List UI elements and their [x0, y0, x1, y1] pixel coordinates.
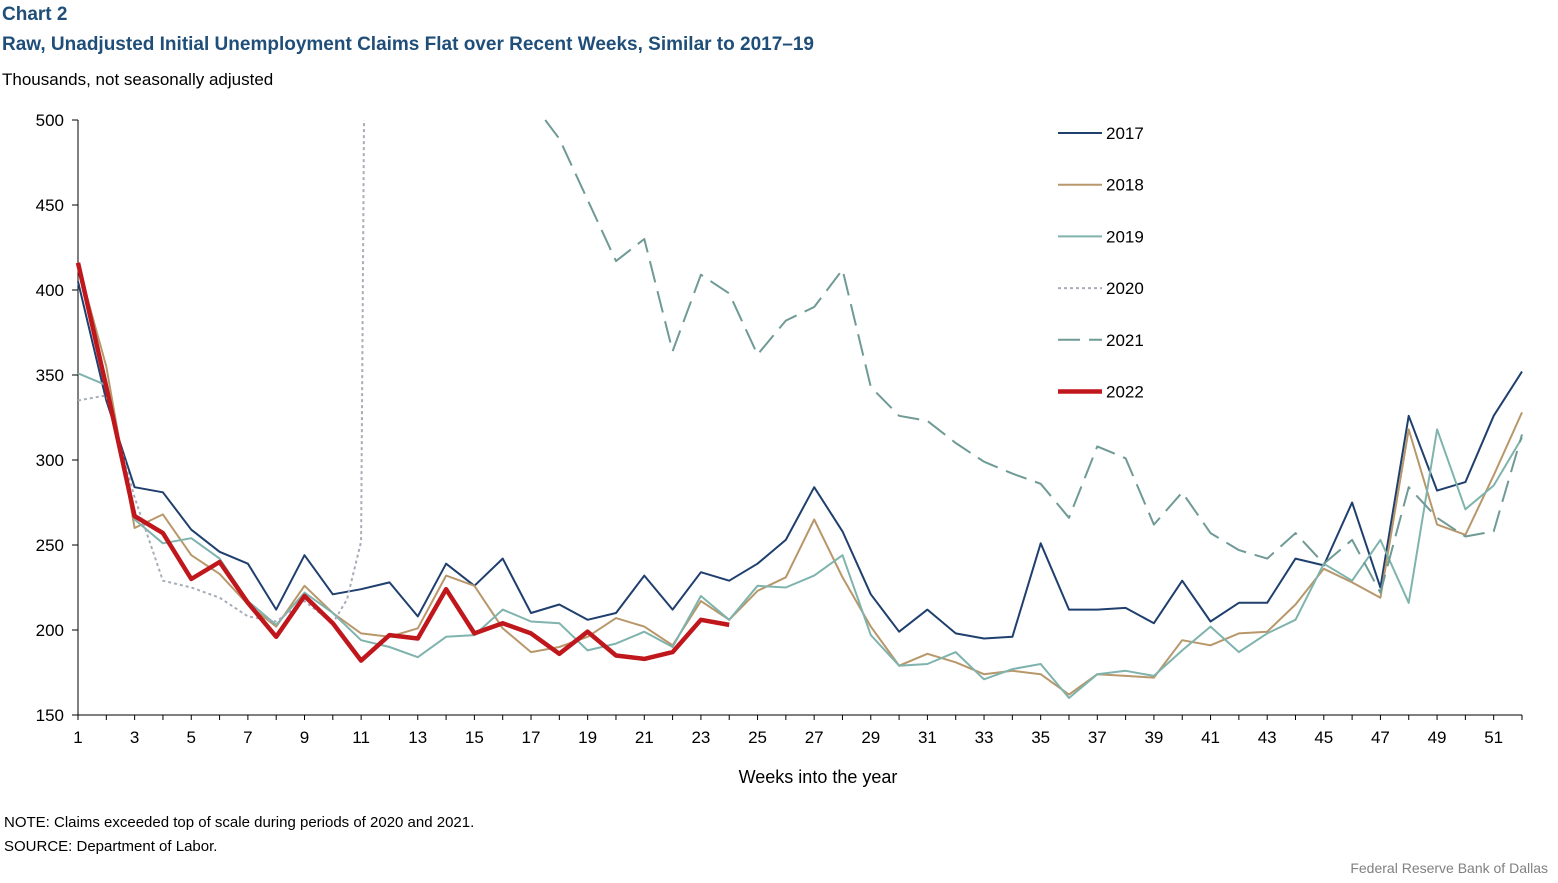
series-line-2017 [77, 281, 1523, 640]
y-tick-label: 300 [36, 451, 64, 470]
x-tick-label: 29 [861, 728, 880, 747]
chart-source: SOURCE: Department of Labor. [4, 838, 218, 855]
y-tick-label: 400 [36, 281, 64, 300]
chart-credit: Federal Reserve Bank of Dallas [1350, 860, 1548, 876]
chart-note: NOTE: Claims exceeded top of scale durin… [4, 814, 475, 831]
chart-title: Raw, Unadjusted Initial Unemployment Cla… [2, 34, 814, 55]
x-tick-label: 5 [187, 728, 196, 747]
x-tick-label: 23 [691, 728, 710, 747]
x-tick-label: 15 [465, 728, 484, 747]
chart-subtitle: Thousands, not seasonally adjusted [2, 70, 274, 89]
x-tick-label: 25 [748, 728, 767, 747]
series-line-2018 [77, 264, 1523, 696]
legend-label-2018: 2018 [1106, 176, 1144, 195]
x-tick-label: 17 [522, 728, 541, 747]
series-line-2021 [544, 119, 1523, 594]
legend-label-2020: 2020 [1106, 279, 1144, 298]
x-axis-title: Weeks into the year [739, 767, 898, 787]
legend-label-2019: 2019 [1106, 227, 1144, 246]
y-tick-label: 200 [36, 621, 64, 640]
y-tick-label: 150 [36, 706, 64, 725]
x-tick-label: 33 [975, 728, 994, 747]
legend: 2017 2018 2019 2020 2021 2022 [1058, 124, 1144, 402]
x-tick-label: 47 [1371, 728, 1390, 747]
x-tick-label: 37 [1088, 728, 1107, 747]
x-tick-label: 11 [352, 728, 370, 747]
legend-label-2022: 2022 [1106, 383, 1144, 402]
x-tick-label: 43 [1258, 728, 1277, 747]
series-line-2019 [77, 372, 1523, 699]
series-line-2020 [77, 119, 365, 625]
x-tick-label: 19 [578, 728, 597, 747]
x-tick-label: 7 [243, 728, 252, 747]
x-tick-label: 13 [408, 728, 427, 747]
legend-label-2021: 2021 [1106, 331, 1144, 350]
y-tick-label: 450 [36, 196, 64, 215]
legend-label-2017: 2017 [1106, 124, 1144, 143]
x-tick-label: 45 [1314, 728, 1333, 747]
x-tick-label: 39 [1144, 728, 1163, 747]
x-tick-label: 21 [635, 728, 654, 747]
y-tick-label: 350 [36, 366, 64, 385]
x-tick-label: 27 [805, 728, 824, 747]
x-tick-label: 41 [1201, 728, 1220, 747]
x-tick-label: 49 [1428, 728, 1447, 747]
series-layer [75, 119, 1523, 699]
y-tick-label: 250 [36, 536, 64, 555]
series-line-2022 [75, 262, 730, 663]
x-tick-label: 51 [1484, 728, 1503, 747]
chart-label: Chart 2 [2, 4, 68, 25]
x-tick-label: 3 [130, 728, 139, 747]
x-tick-label: 31 [918, 728, 937, 747]
x-tick-label: 9 [300, 728, 309, 747]
y-tick-label: 500 [36, 111, 64, 130]
x-tick-label: 35 [1031, 728, 1050, 747]
x-tick-label: 1 [73, 728, 82, 747]
